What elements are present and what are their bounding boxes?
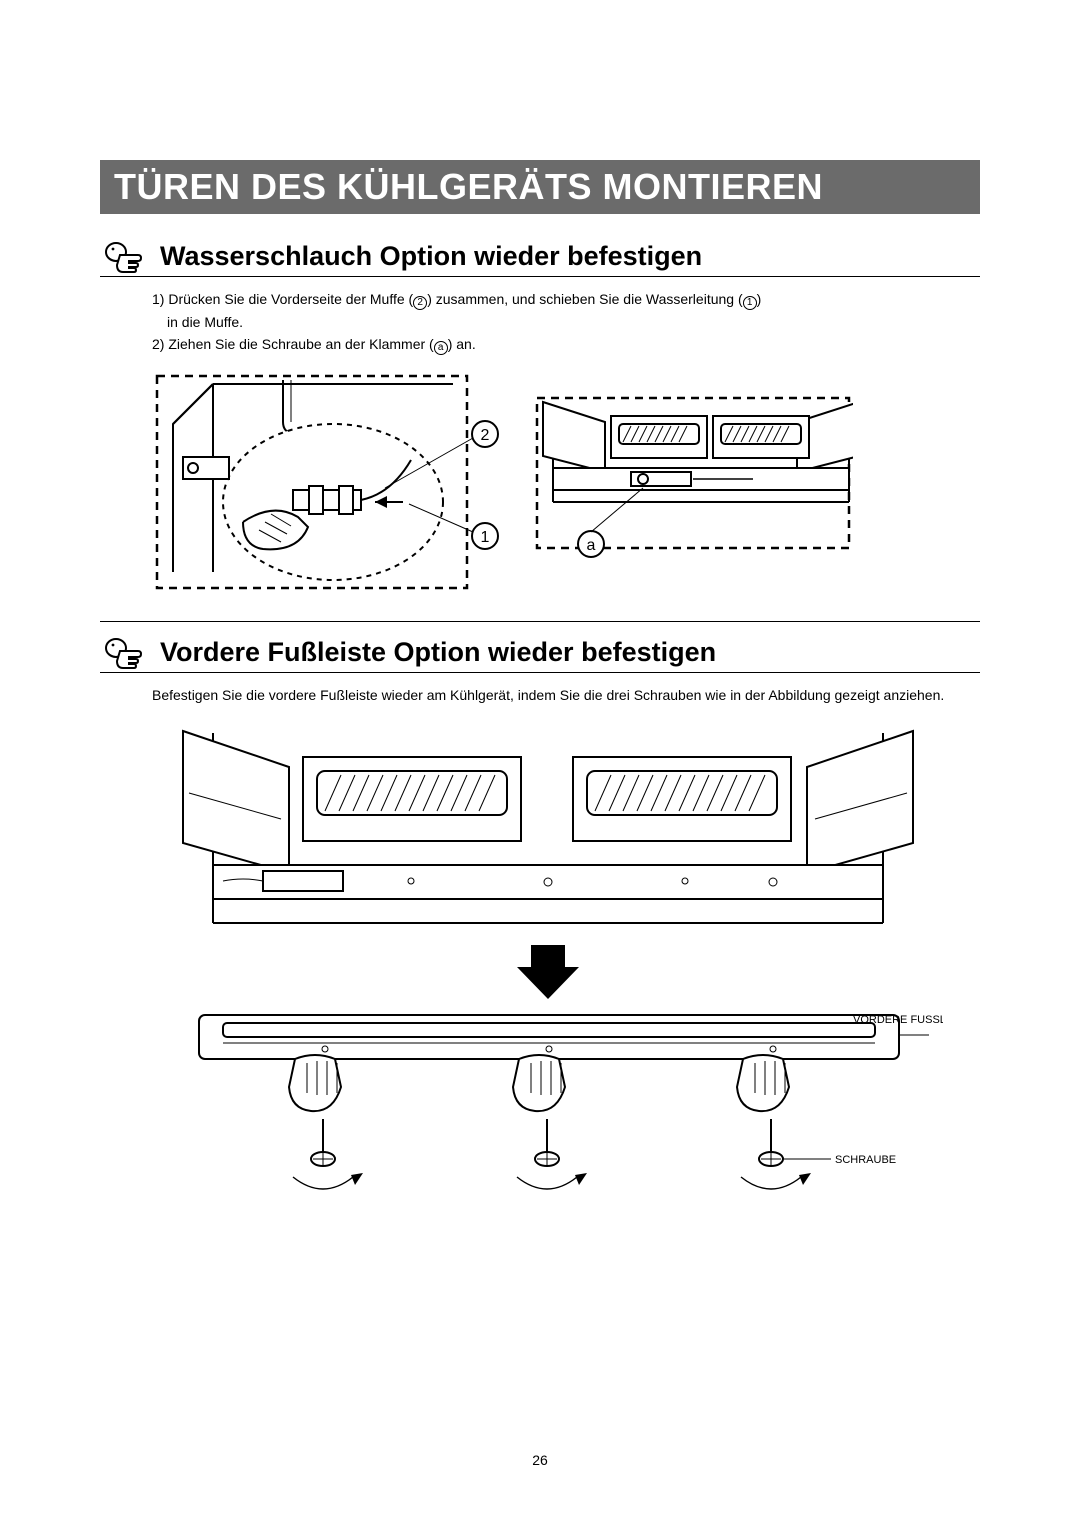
ref-circle-a: a [434,341,448,355]
diagram-front-leg-cover: VORDERE FUSSLEISTE [152,722,942,1202]
instruction-1-line1: 1) Drücken Sie die Vorderseite der Muffe… [152,289,980,310]
page-number: 26 [0,1452,1080,1468]
title-bar: TÜREN DES KÜHLGERÄTS MONTIEREN [100,160,980,214]
svg-text:1: 1 [481,529,490,546]
instr-text: 2) Ziehen Sie die Schraube an der Klamme… [152,336,434,352]
page-title: TÜREN DES KÜHLGERÄTS MONTIEREN [114,166,823,207]
pointing-hand-icon [100,238,146,274]
document-page: TÜREN DES KÜHLGERÄTS MONTIEREN Wassersch… [0,0,1080,1528]
section-a-heading: Wasserschlauch Option wieder befestigen [160,241,702,272]
instruction-2: 2) Ziehen Sie die Schraube an der Klamme… [152,334,980,355]
ref-circle-1: 1 [743,296,757,310]
instruction-1-line2: in die Muffe. [152,312,980,332]
section-b-heading: Vordere Fußleiste Option wieder befestig… [160,637,716,668]
section-a-header: Wasserschlauch Option wieder befestigen [100,238,980,277]
label-front-leg-cover: VORDERE FUSSLEISTE [853,1014,943,1026]
section-b-body: Befestigen Sie die vordere Fußleiste wie… [152,685,980,705]
svg-text:2: 2 [481,427,490,444]
diagram-water-hose: 2 1 [152,371,852,591]
section-b-header: Vordere Fußleiste Option wieder befestig… [100,634,980,673]
ref-circle-2: 2 [413,296,427,310]
section-a-instructions: 1) Drücken Sie die Vorderseite der Muffe… [152,289,980,355]
svg-text:a: a [587,537,596,554]
instr-text: ) [757,291,762,307]
instr-text: Befestigen Sie die vordere Fußleiste wie… [152,687,944,703]
instr-text: 1) Drücken Sie die Vorderseite der Muffe… [152,291,413,307]
label-screw: SCHRAUBE [835,1154,896,1166]
instr-text: ) an. [448,336,476,352]
pointing-hand-icon [100,634,146,670]
section-divider [100,621,980,622]
instr-text: ) zusammen, und schieben Sie die Wasserl… [427,291,742,307]
